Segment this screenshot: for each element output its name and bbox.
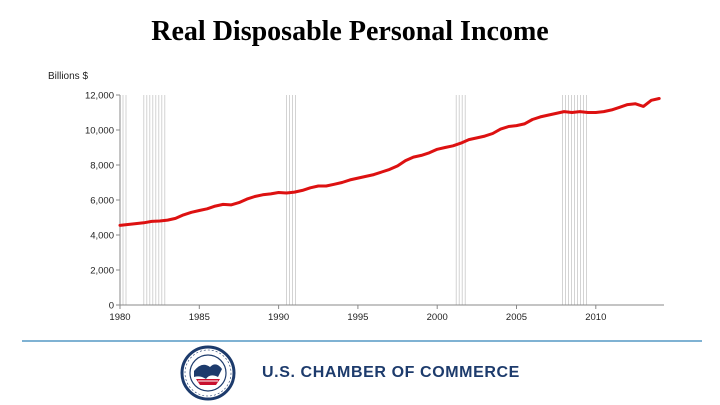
x-tick-label: 1980: [109, 312, 130, 323]
data-point: [563, 110, 565, 113]
data-point: [587, 111, 589, 114]
data-point: [293, 191, 296, 193]
data-point: [460, 142, 462, 144]
data-point: [404, 159, 407, 162]
data-point: [388, 168, 391, 171]
data-point: [396, 165, 399, 167]
data-point: [618, 106, 621, 109]
data-point: [349, 179, 351, 181]
data-point: [214, 205, 216, 207]
y-tick-label: 12,000: [85, 91, 114, 102]
data-point: [436, 148, 439, 151]
y-tick-label: 10,000: [85, 126, 114, 137]
data-point: [531, 118, 534, 121]
data-point: [476, 137, 478, 139]
data-point: [158, 220, 161, 222]
data-point: [365, 175, 367, 178]
data-point: [341, 181, 343, 184]
data-point: [547, 114, 549, 116]
data-point: [190, 211, 193, 214]
y-tick-label: 2,000: [90, 266, 114, 277]
data-point: [198, 209, 201, 212]
data-point: [642, 105, 645, 108]
data-point: [650, 99, 653, 102]
x-tick-label: 2010: [585, 312, 606, 323]
data-point: [119, 224, 121, 227]
data-point: [317, 185, 320, 187]
data-point: [484, 135, 486, 137]
data-point: [579, 110, 581, 113]
series-line-0: [118, 97, 661, 227]
chamber-seal-logo: [180, 345, 236, 401]
chart-title: Real Disposable Personal Income: [151, 16, 549, 47]
data-point: [523, 123, 526, 125]
data-point: [380, 171, 383, 173]
data-point: [269, 193, 272, 195]
data-point: [595, 111, 597, 114]
data-point: [357, 177, 359, 179]
data-point: [285, 192, 288, 194]
data-point: [301, 189, 304, 192]
data-point: [309, 187, 312, 189]
data-point: [491, 132, 494, 135]
data-point: [333, 183, 335, 186]
data-point: [610, 109, 613, 111]
data-point: [373, 173, 375, 176]
data-point: [658, 97, 660, 100]
data-point: [412, 156, 415, 158]
y-tick-label: 0: [109, 301, 114, 312]
data-point: [166, 219, 169, 221]
y-tick-label: 8,000: [90, 161, 114, 172]
data-point: [428, 152, 431, 154]
data-point: [634, 103, 637, 105]
data-point: [182, 214, 185, 216]
data-point: [238, 201, 240, 204]
data-point: [444, 146, 446, 149]
data-point: [626, 103, 629, 106]
x-tick-label: 1990: [268, 312, 289, 323]
y-tick-label: 4,000: [90, 231, 114, 242]
data-point: [277, 191, 280, 194]
y-axis-label: Billions $: [48, 71, 89, 82]
x-tick-label: 1985: [189, 312, 210, 323]
data-point: [571, 111, 573, 114]
data-point: [602, 110, 605, 113]
data-point: [515, 124, 518, 127]
footer-divider: [22, 340, 702, 342]
data-point: [420, 154, 423, 157]
organization-name: U.S. CHAMBER OF COMMERCE: [262, 364, 520, 381]
data-point: [143, 222, 145, 224]
data-point: [206, 208, 208, 210]
data-point: [246, 198, 248, 200]
x-tick-label: 2000: [427, 312, 448, 323]
data-point: [222, 203, 224, 206]
data-point: [254, 195, 256, 198]
y-tick-label: 6,000: [90, 196, 114, 207]
data-point: [507, 125, 510, 128]
line-chart: 0 2,000 4,000 6,000 8,000 10,000 12,000 1980 198…: [85, 91, 664, 323]
data-point: [174, 217, 177, 220]
data-point: [230, 204, 232, 206]
data-point: [150, 220, 153, 223]
data-point: [499, 128, 502, 130]
data-point: [261, 194, 264, 196]
data-point: [325, 185, 328, 187]
data-point: [468, 138, 470, 141]
x-tick-label: 1995: [347, 312, 368, 323]
data-point: [539, 116, 542, 118]
data-point: [135, 222, 137, 225]
data-point: [127, 223, 129, 226]
x-tick-label: 2005: [506, 312, 527, 323]
data-point: [452, 145, 454, 147]
data-point: [555, 112, 557, 115]
